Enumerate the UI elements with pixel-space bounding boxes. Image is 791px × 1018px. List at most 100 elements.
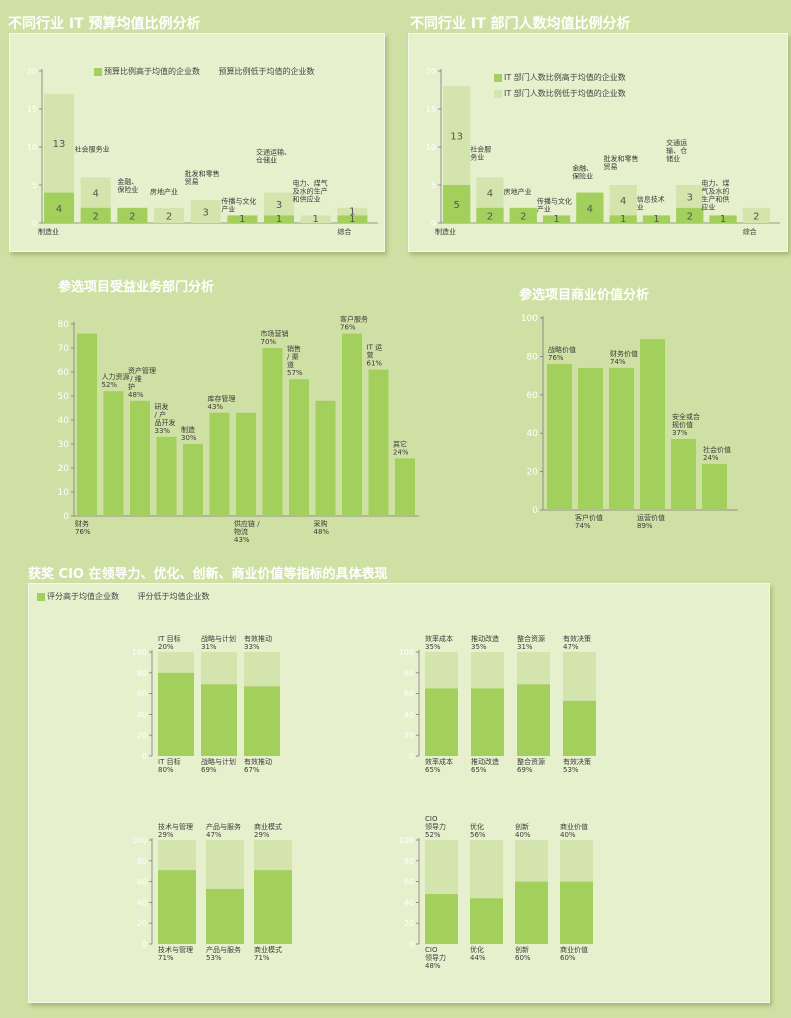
- y-tick-label: 80: [527, 352, 539, 362]
- category-label-3: 传播与文化产业: [537, 196, 572, 213]
- staff-legend: IT 部门人数比例高于均值的企业数 IT 部门人数比例低于均值的企业数: [494, 70, 626, 102]
- y-tick-label: 20: [58, 464, 70, 474]
- bottom-label-2: 有效推动 67%: [244, 757, 272, 774]
- bottom-label-1: 战略与计划 69%: [201, 757, 236, 774]
- value-label-below-0: 13: [450, 132, 463, 143]
- legend-swatch-below: [494, 89, 502, 98]
- y-tick-label: 60: [58, 368, 70, 378]
- category-label-2: 房地产业: [504, 187, 532, 196]
- value-label-below-4: 3: [203, 208, 209, 219]
- bar-segment-above-8: [337, 215, 368, 223]
- staff-chart-title: 不同行业 IT 部门人数均值比例分析: [410, 16, 631, 32]
- category-label-8: 电力、煤气及水的生产和供应业: [701, 178, 729, 211]
- category-label-0: 制造业: [435, 227, 456, 236]
- bar-segment-above-3: [542, 215, 571, 223]
- bar-1: [578, 367, 603, 510]
- category-label-12: 其它 24%: [393, 439, 409, 456]
- y-tick-label: 0: [409, 940, 414, 949]
- budget-legend: 预算比例高于均值的企业数 预算比例低于均值的企业数: [94, 66, 315, 77]
- category-label-7: 交通运输、仓储业: [666, 138, 687, 163]
- value-label-above-0: 5: [453, 200, 459, 211]
- bar-segment-below-9: [742, 207, 771, 223]
- top-label-1: 推动改造 35%: [471, 634, 499, 651]
- bar-segment-above-0: [158, 672, 194, 756]
- top-label-2: 创新 40%: [515, 822, 531, 839]
- y-tick-label: 40: [404, 710, 414, 719]
- top-label-1: 产品与服务 47%: [206, 822, 241, 839]
- bar-segment-below-3: [154, 207, 185, 223]
- y-tick-label: 5: [431, 181, 436, 190]
- bar-4: [183, 444, 203, 516]
- bar-6: [236, 412, 256, 516]
- category-label-5: 社会价值 24%: [703, 445, 731, 462]
- category-label-4: 安全或合规价值 37%: [672, 412, 700, 437]
- y-tick-label: 100: [132, 648, 147, 657]
- y-tick-label: 20: [27, 67, 37, 76]
- bar-segment-below-1: [476, 177, 504, 208]
- category-label-11: IT 运营 61%: [367, 344, 383, 368]
- cio-chart-4: 0 20 40 60 80 100 CIO 领导力 52% CIO 领导力 48% 优化 56% 优化 4…: [399, 815, 593, 970]
- bar-12: [395, 458, 415, 516]
- bar-7: [262, 348, 283, 516]
- legend-label-above: 预算比例高于均值的企业数: [104, 67, 200, 76]
- legend-swatch-above: [494, 73, 502, 82]
- bar-segment-above-5: [609, 215, 637, 223]
- y-tick-label: 0: [32, 219, 37, 228]
- bar-segment-below-2: [254, 840, 292, 871]
- bar-segment-above-0: [443, 185, 471, 223]
- category-label-4: 制造 30%: [181, 425, 197, 442]
- y-tick-label: 80: [137, 857, 147, 866]
- bar-segment-above-3: [563, 700, 596, 756]
- y-tick-label: 15: [27, 105, 37, 114]
- bar-3: [640, 339, 665, 510]
- y-tick-label: 0: [431, 219, 436, 228]
- bar-segment-above-3: [560, 881, 593, 944]
- bar-segment-below-1: [201, 652, 237, 685]
- y-tick-label: 40: [404, 898, 414, 907]
- top-label-1: 战略与计划 31%: [201, 634, 236, 651]
- bottom-label-0: 效率成本 65%: [425, 757, 453, 774]
- bar-3: [156, 436, 177, 516]
- category-label-0: 战略价值 76%: [548, 345, 576, 362]
- value-label-above-2: 2: [520, 211, 526, 222]
- category-label-5: 库存管理 43%: [208, 394, 236, 411]
- cio-section-title: 获奖 CIO 在领导力、优化、创新、商业价值等指标的具体表现: [28, 567, 388, 582]
- bar-segment-below-0: [425, 652, 458, 689]
- value-label-below-5: 4: [620, 196, 626, 207]
- legend-label-above: 评分高于均值企业数: [47, 592, 119, 601]
- y-tick-label: 10: [27, 143, 37, 152]
- value-label-above-8: 1: [349, 214, 355, 225]
- top-label-0: CIO 领导力 52%: [425, 815, 446, 839]
- legend-label-below: 预算比例低于均值的企业数: [218, 67, 315, 76]
- value-label-above-5: 1: [239, 214, 245, 225]
- top-label-0: 技术与管理 29%: [158, 822, 193, 839]
- bar-segment-below-7: [676, 185, 704, 208]
- bar-segment-above-2: [509, 207, 537, 223]
- value-label-above-6: 1: [276, 214, 282, 225]
- bar-segment-below-1: [471, 652, 504, 689]
- dept-chart: 0 10 20 30 40 50 60 70 80 财务 76% 人力资源 52%资产管理 / 维护 48…: [58, 315, 419, 544]
- cio-chart-3: 0 20 40 60 80 100 技术与管理 29% 技术与管理 71% 产品与服务 47% 产品与服…: [132, 822, 292, 962]
- y-tick-label: 80: [137, 669, 147, 678]
- y-tick-label: 20: [137, 919, 147, 928]
- category-label-3: 运营价值 89%: [637, 513, 665, 530]
- y-tick-label: 20: [137, 731, 147, 740]
- bar-segment-above-0: [44, 192, 75, 223]
- cio-chart-1: 0 20 40 60 80 100 IT 目标 20% IT 目标 80% 战略与计划 31% 战略与计…: [132, 634, 280, 774]
- value-label-below-0: 13: [53, 139, 66, 150]
- value-label-above-6: 1: [653, 214, 659, 225]
- y-tick-label: 20: [404, 919, 414, 928]
- bar-segment-below-5: [609, 185, 637, 216]
- value-label-above-3: 1: [553, 214, 559, 225]
- value-label-below-3: 2: [166, 211, 172, 222]
- bar-segment-above-1: [80, 207, 111, 223]
- bar-8: [289, 379, 309, 516]
- y-tick-label: 20: [404, 731, 414, 740]
- bar-segment-below-1: [206, 840, 244, 889]
- category-label-3: 房地产业: [150, 187, 178, 196]
- y-tick-label: 5: [32, 181, 37, 190]
- bottom-label-2: 整合资源 69%: [517, 757, 545, 774]
- bar-segment-below-7: [300, 215, 331, 223]
- y-tick-label: 60: [137, 690, 147, 699]
- category-label-8: 销售 / 渠道 57%: [287, 344, 303, 377]
